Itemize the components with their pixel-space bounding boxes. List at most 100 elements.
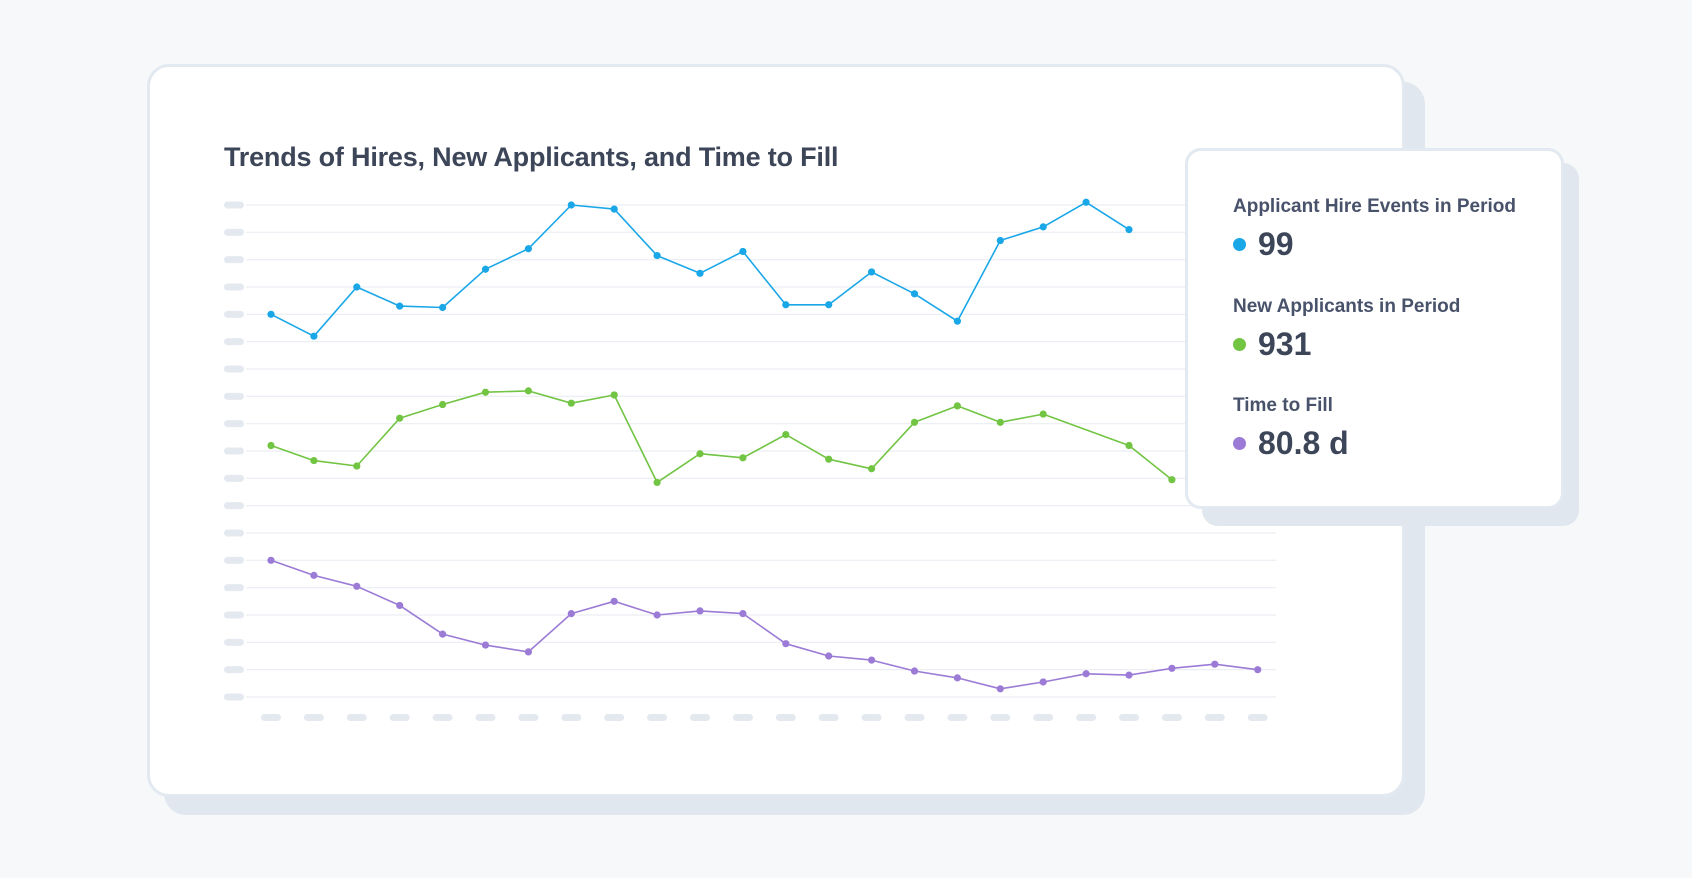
- hires-data-point: [524, 245, 533, 253]
- applicants-data-point: [1125, 441, 1133, 450]
- time_to_fill-data-point: [739, 610, 747, 618]
- time_to_fill-data-point: [910, 667, 919, 675]
- summary-panel: Applicant Hire Events in Period 99 New A…: [1185, 148, 1564, 509]
- x-tick-label-placeholder: [1119, 714, 1139, 721]
- applicants-data-point: [1168, 476, 1176, 484]
- time_to_fill-data-point: [524, 648, 533, 656]
- applicants-data-point: [868, 465, 876, 473]
- y-tick-label-placeholder: [224, 338, 244, 346]
- y-tick-label-placeholder: [224, 556, 244, 564]
- time_to_fill-data-point: [1125, 671, 1133, 679]
- metric-value: 80.8 d: [1258, 425, 1349, 461]
- y-tick-label-placeholder: [224, 502, 244, 510]
- hires-data-point: [696, 269, 704, 277]
- x-tick-label-placeholder: [346, 714, 367, 721]
- y-tick-label-placeholder: [224, 529, 244, 537]
- y-tick-label-placeholder: [224, 310, 244, 318]
- hires-data-point: [868, 268, 876, 276]
- hires-data-point: [910, 290, 919, 298]
- hires-data-point: [353, 283, 361, 291]
- time_to_fill-data-point: [696, 607, 704, 615]
- metric-applicants: New Applicants in Period 931: [1233, 296, 1460, 360]
- applicants-data-point: [567, 399, 575, 407]
- metric-value: 931: [1258, 326, 1312, 362]
- time-to-fill-legend-dot: [1233, 436, 1246, 450]
- x-tick-label-placeholder: [432, 714, 453, 721]
- time_to_fill-data-point: [1254, 666, 1262, 674]
- y-tick-label-placeholder: [224, 283, 244, 291]
- metric-value: 99: [1258, 226, 1294, 262]
- hires-data-point: [439, 303, 447, 312]
- time_to_fill-data-point: [996, 685, 1004, 693]
- x-tick-label-placeholder: [775, 714, 796, 721]
- hires-data-point: [396, 302, 404, 310]
- x-tick-label-placeholder: [947, 714, 968, 721]
- y-tick-label-placeholder: [224, 447, 244, 455]
- y-tick-label-placeholder: [224, 474, 244, 482]
- metric-label: Applicant Hire Events in Period: [1233, 196, 1516, 217]
- hires-data-point: [996, 236, 1004, 245]
- applicants-data-point: [739, 454, 747, 462]
- x-tick-label-placeholder: [690, 714, 710, 721]
- applicants-data-point: [825, 455, 833, 463]
- time_to_fill-data-point: [439, 630, 447, 638]
- metric-label: New Applicants in Period: [1233, 296, 1461, 317]
- x-tick-label-placeholder: [604, 714, 625, 721]
- hires-data-point: [481, 265, 490, 273]
- time_to_fill-data-point: [353, 582, 361, 590]
- time_to_fill-data-point: [782, 640, 790, 648]
- x-tick-label-placeholder: [1033, 714, 1054, 721]
- hires-data-point: [653, 251, 661, 260]
- time_to_fill-data-point: [310, 571, 318, 579]
- y-tick-label-placeholder: [224, 666, 244, 674]
- hires-data-point: [1039, 223, 1047, 231]
- y-tick-label-placeholder: [224, 638, 244, 646]
- y-tick-label-placeholder: [224, 201, 244, 209]
- y-tick-label-placeholder: [224, 256, 244, 264]
- y-tick-label-placeholder: [224, 611, 244, 619]
- applicants-data-point: [653, 478, 661, 487]
- time_to_fill-data-point: [953, 674, 962, 682]
- x-tick-label-placeholder: [561, 714, 582, 721]
- hires-data-point: [739, 247, 747, 256]
- time_to_fill-data-point: [825, 652, 833, 660]
- hires-data-point: [1082, 198, 1090, 206]
- applicants-data-point: [439, 400, 447, 409]
- metric-hires: Applicant Hire Events in Period 99: [1233, 196, 1516, 260]
- time_to_fill-data-point: [1168, 664, 1176, 672]
- time_to_fill-data-point: [481, 641, 490, 649]
- hires-legend-dot: [1233, 237, 1246, 251]
- x-tick-label-placeholder: [647, 714, 668, 721]
- applicants-data-point: [996, 418, 1004, 426]
- time_to_fill-data-point: [1039, 678, 1047, 686]
- hires-data-point: [825, 301, 833, 309]
- x-tick-label-placeholder: [389, 714, 410, 721]
- applicants-data-point: [481, 388, 490, 396]
- hires-data-point: [310, 332, 318, 340]
- x-tick-label-placeholder: [904, 714, 925, 721]
- time_to_fill-data-point: [653, 611, 661, 619]
- x-tick-label-placeholder: [518, 714, 539, 721]
- time_to_fill-data-point: [267, 556, 275, 564]
- y-tick-label-placeholder: [224, 365, 244, 373]
- x-tick-label-placeholder: [818, 714, 839, 721]
- applicants-data-point: [696, 450, 704, 458]
- time_to_fill-data-point: [868, 656, 876, 664]
- applicants-series-line: [270, 390, 1173, 484]
- x-tick-label-placeholder: [303, 714, 324, 721]
- applicants-data-point: [610, 391, 618, 399]
- hires-data-point: [1125, 226, 1133, 234]
- applicants-legend-dot: [1233, 337, 1246, 351]
- time_to_fill-data-point: [567, 610, 575, 618]
- chart-title: Trends of Hires, New Applicants, and Tim…: [224, 142, 839, 172]
- time_to_fill-data-point: [1082, 670, 1090, 678]
- x-tick-label-placeholder: [475, 714, 496, 721]
- x-tick-label-placeholder: [1204, 714, 1225, 721]
- applicants-data-point: [910, 418, 919, 426]
- applicants-data-point: [310, 456, 318, 465]
- time_to_fill-series-line: [270, 559, 1258, 690]
- time_to_fill-data-point: [610, 597, 618, 605]
- x-tick-label-placeholder: [1247, 714, 1268, 721]
- applicants-data-point: [267, 441, 275, 450]
